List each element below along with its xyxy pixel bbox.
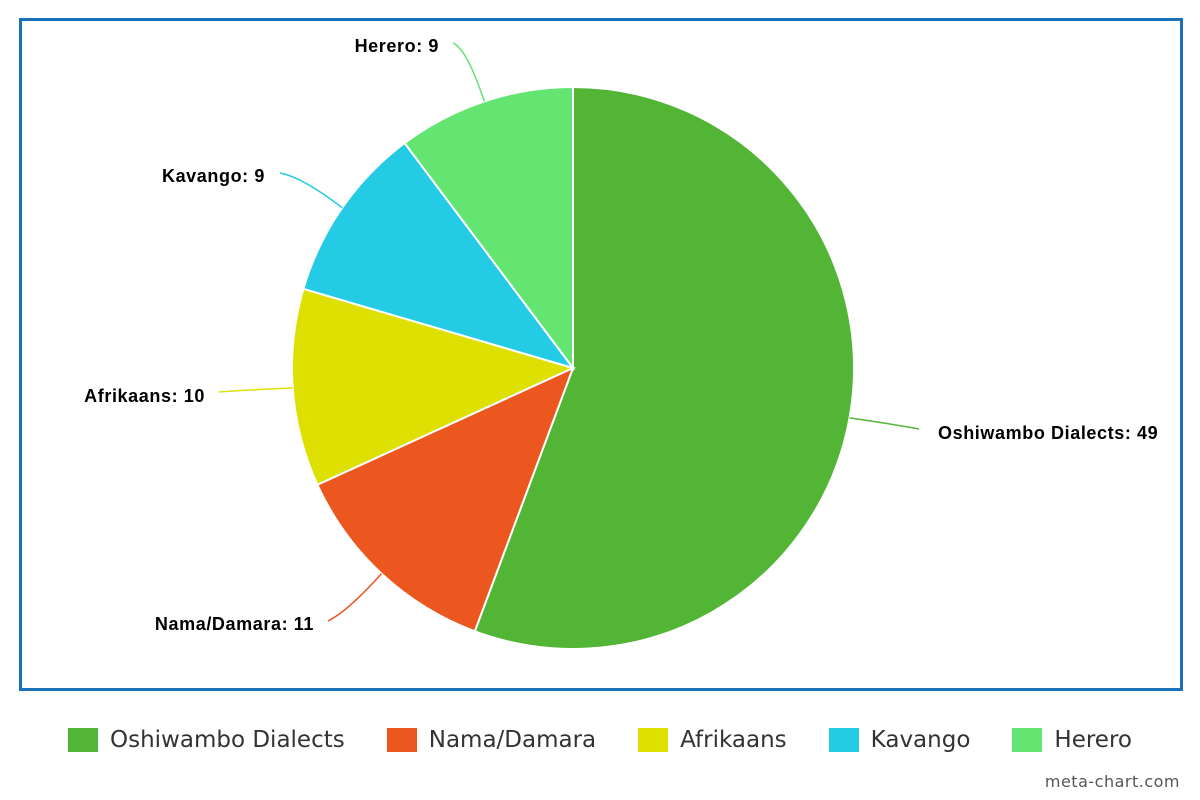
pie-slice-kavango[interactable] <box>302 141 576 370</box>
leader-line-afrikaans <box>218 387 293 393</box>
leader-line-oshiwambo-dialects <box>849 417 920 430</box>
chart-frame: Oshiwambo Dialects: 49 Nama/Damara: 11 Afr… <box>19 18 1183 691</box>
legend-swatch <box>386 728 417 752</box>
data-labels: Oshiwambo Dialects: 49 Nama/Damara: 11 Afr… <box>84 36 1158 634</box>
pie-chart: Oshiwambo Dialects: 49 Nama/Damara: 11 Afr… <box>84 36 1158 650</box>
legend-item-afrikaans[interactable]: Afrikaans <box>638 727 787 753</box>
pie-slice-herero[interactable] <box>403 85 574 372</box>
legend: Oshiwambo Dialects Nama/Damara Afrikaans Ka… <box>0 720 1200 760</box>
legend-swatch <box>1012 728 1043 752</box>
legend-item-oshiwambo-dialects[interactable]: Oshiwambo Dialects <box>68 727 345 753</box>
data-label-kavango: Kavango: 9 <box>162 166 265 186</box>
legend-label: Nama/Damara <box>428 727 597 753</box>
leader-line-nama-damara <box>327 573 383 622</box>
leader-line-kavango <box>279 172 343 209</box>
watermark: meta-chart.com <box>1044 772 1180 791</box>
legend-swatch <box>68 728 98 752</box>
data-label-herero: Herero: 9 <box>355 36 439 56</box>
data-label-nama-damara: Nama/Damara: 11 <box>155 614 314 634</box>
data-label-oshiwambo-dialects: Oshiwambo Dialects: 49 <box>938 423 1158 443</box>
legend-swatch <box>638 728 669 752</box>
legend-item-herero[interactable]: Herero <box>1012 727 1132 753</box>
legend-item-kavango[interactable]: Kavango <box>828 727 971 753</box>
legend-swatch <box>828 728 859 752</box>
legend-item-nama-damara[interactable]: Nama/Damara <box>386 727 597 753</box>
legend-label: Afrikaans <box>680 727 787 753</box>
legend-label: Kavango <box>870 727 971 753</box>
data-label-afrikaans: Afrikaans: 10 <box>84 386 205 406</box>
leader-lines <box>218 42 920 622</box>
legend-label: Oshiwambo Dialects <box>110 727 345 753</box>
pie-slice-afrikaans[interactable] <box>290 287 576 487</box>
pie-slices <box>290 85 856 650</box>
pie-slice-oshiwambo-dialects[interactable] <box>473 85 856 650</box>
leader-line-herero <box>452 42 485 102</box>
legend-label: Herero <box>1054 727 1132 753</box>
